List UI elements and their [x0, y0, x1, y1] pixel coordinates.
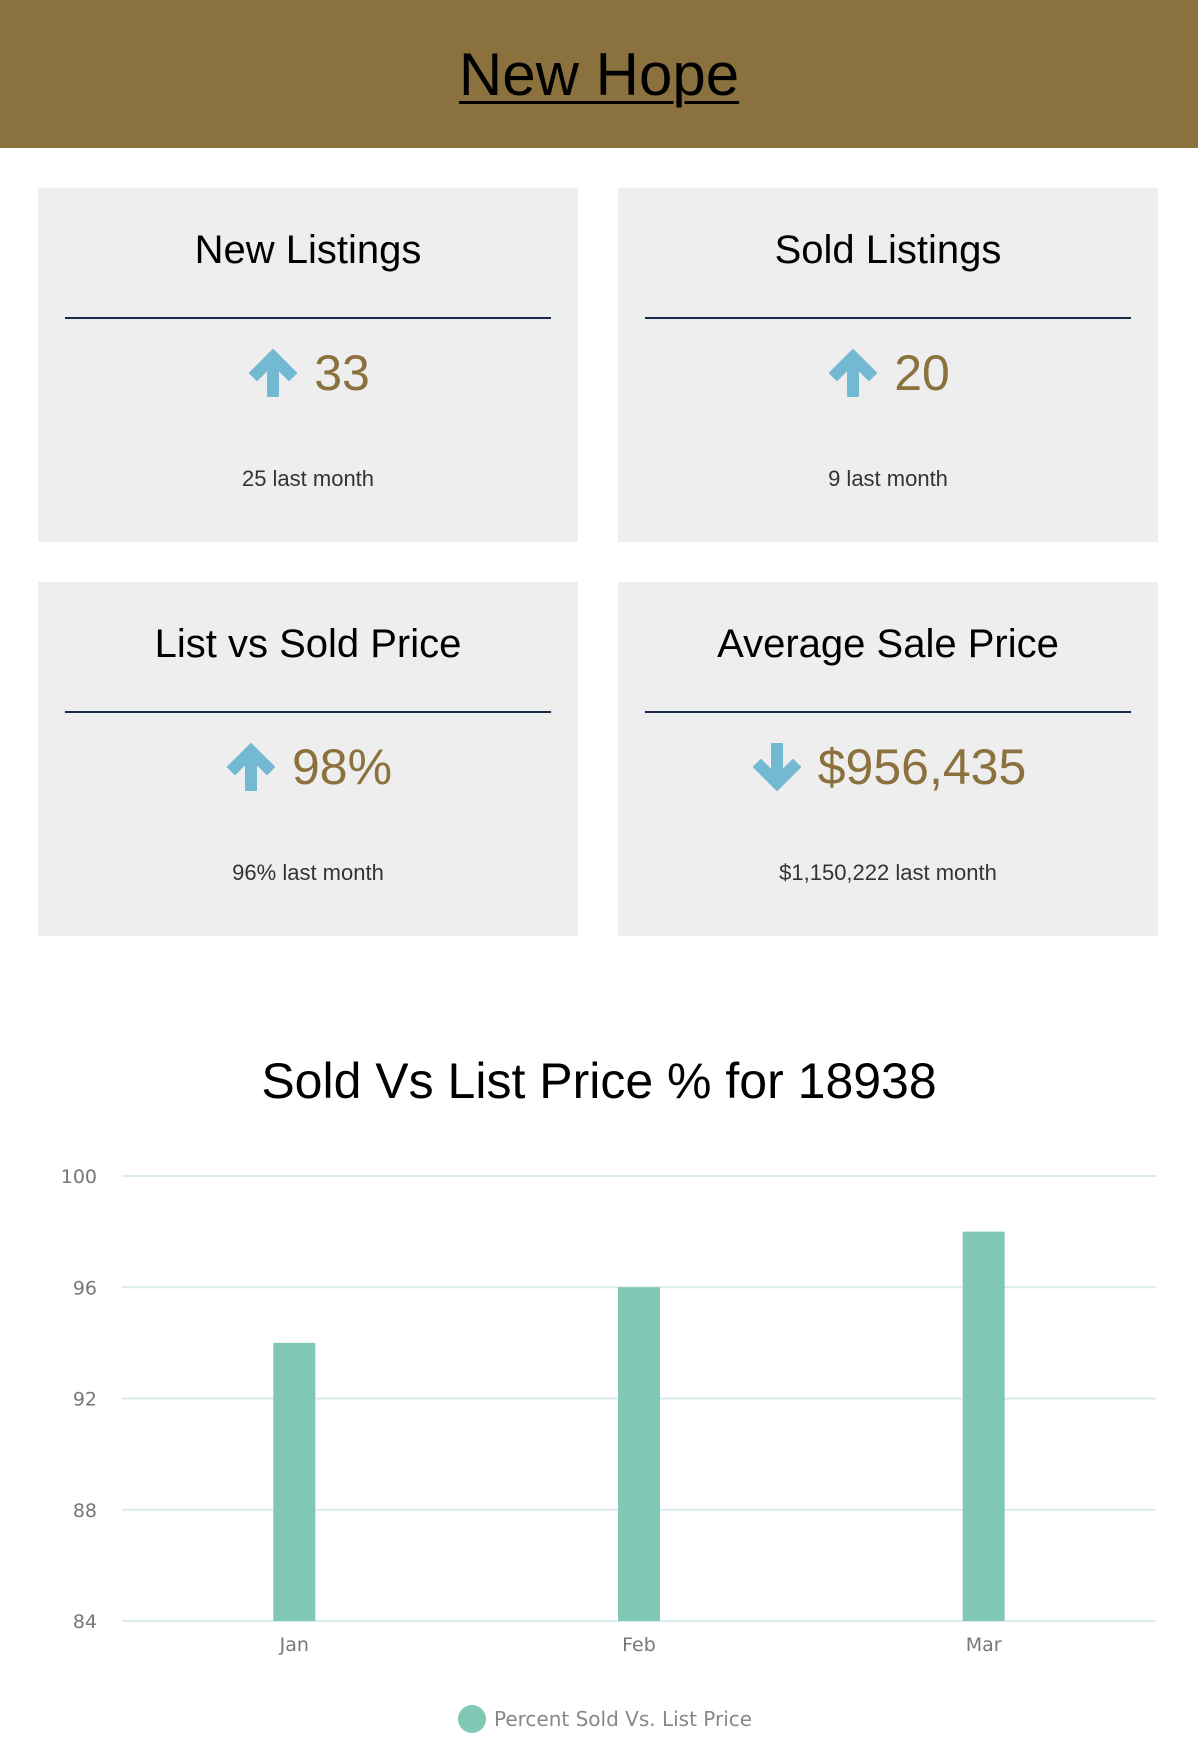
y-tick-label: 84 — [73, 1611, 97, 1633]
bar-chart: 100 96 92 88 84 Jan Feb Mar Percent Sold Vs. Lis… — [61, 1166, 1156, 1733]
list-vs-sold-price-card: List vs Sold Price 98% 96% last month — [38, 582, 578, 936]
legend-label: Percent Sold Vs. List Price — [494, 1707, 752, 1731]
y-tick-label: 88 — [73, 1500, 97, 1522]
y-tick-label: 100 — [61, 1166, 97, 1188]
average-sale-price-card: Average Sale Price $956,435 $1,150,222 l… — [618, 582, 1158, 936]
card-metric: 33 — [38, 338, 578, 408]
x-tick-label: Jan — [279, 1634, 309, 1656]
card-title: Sold Listings — [774, 228, 1002, 272]
card-value: 98% — [291, 739, 393, 795]
sold-listings-card: Sold Listings 20 9 last month — [618, 188, 1158, 542]
card-title: New Listings — [194, 228, 422, 272]
card-divider — [65, 317, 551, 319]
y-tick-label: 92 — [73, 1389, 97, 1411]
arrow-up-icon — [829, 349, 878, 397]
card-title: List vs Sold Price — [154, 622, 462, 666]
card-divider — [645, 711, 1131, 713]
legend-swatch — [458, 1705, 486, 1733]
y-tick-label: 96 — [73, 1277, 97, 1299]
x-tick-label: Mar — [966, 1634, 1002, 1656]
chart-legend[interactable]: Percent Sold Vs. List Price — [458, 1705, 752, 1733]
card-value: 20 — [894, 345, 950, 401]
arrow-up-icon — [249, 349, 298, 397]
arrow-down-icon — [752, 743, 801, 791]
bar-mar[interactable] — [962, 1231, 1005, 1621]
card-title: Average Sale Price — [717, 622, 1059, 666]
new-listings-card: New Listings 33 25 last month — [38, 188, 578, 542]
bar-feb[interactable] — [618, 1287, 660, 1621]
page-header: New Hope — [0, 0, 1198, 148]
arrow-up-icon — [226, 743, 275, 791]
card-metric: $956,435 — [618, 732, 1158, 802]
card-last-month: 25 last month — [241, 466, 375, 491]
card-metric: 98% — [38, 732, 578, 802]
page-title-link[interactable]: New Hope — [458, 40, 740, 108]
x-tick-label: Feb — [622, 1634, 656, 1656]
card-divider — [645, 317, 1131, 319]
card-last-month: 96% last month — [232, 860, 384, 885]
card-value: 33 — [314, 345, 370, 401]
card-last-month: 9 last month — [828, 466, 948, 491]
chart-title: Sold Vs List Price % for 18938 — [261, 1053, 937, 1109]
bar-jan[interactable] — [273, 1342, 316, 1621]
card-divider — [65, 711, 551, 713]
card-metric: 20 — [618, 338, 1158, 408]
card-last-month: $1,150,222 last month — [779, 860, 997, 885]
card-value: $956,435 — [817, 739, 1027, 795]
